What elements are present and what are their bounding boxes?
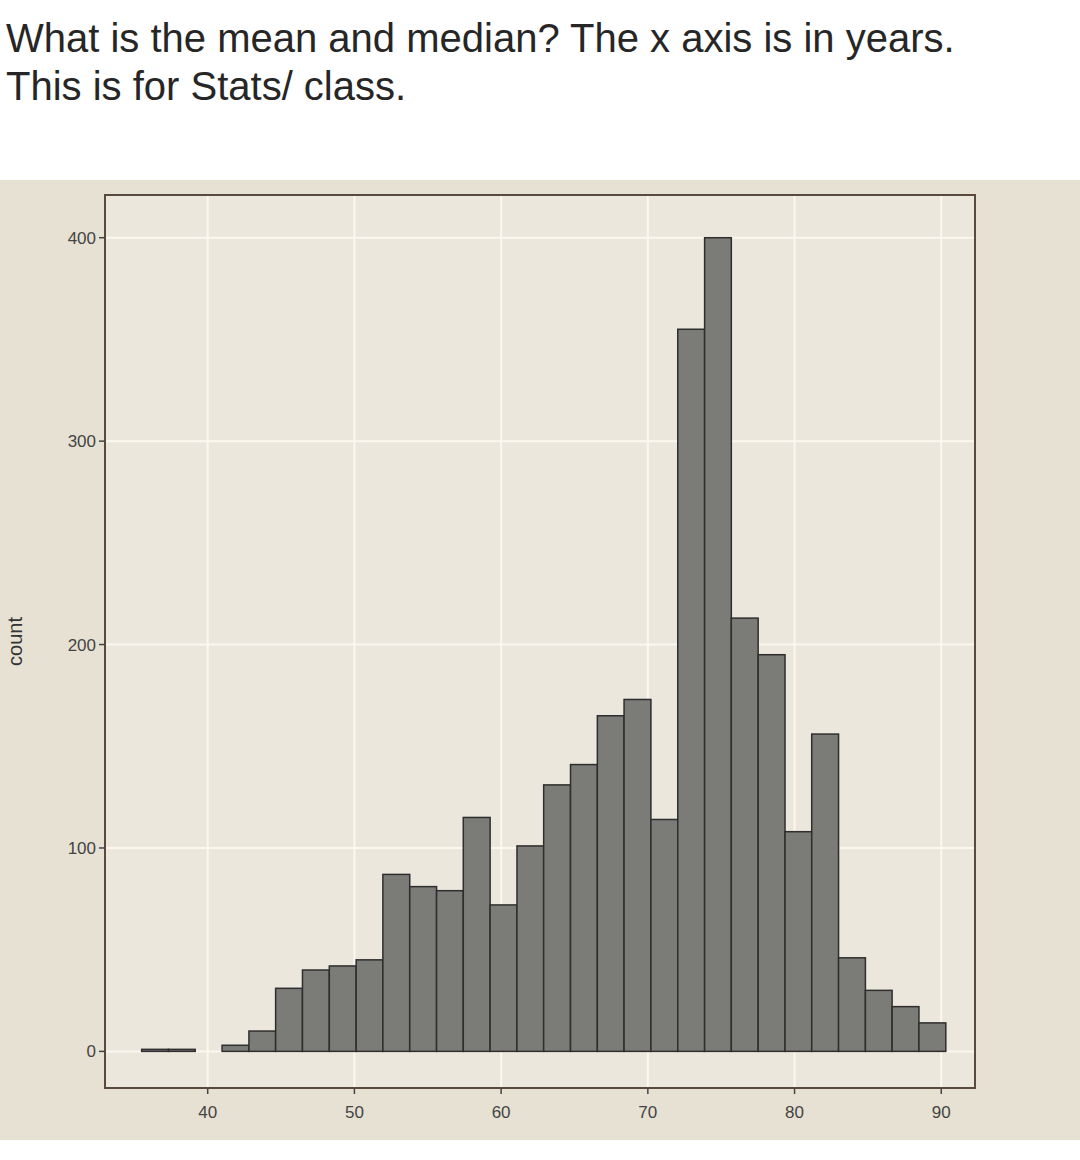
histogram-bar xyxy=(383,874,410,1051)
x-grid-line xyxy=(207,195,209,1088)
x-tick-label: 80 xyxy=(785,1103,804,1122)
x-tick xyxy=(647,1088,649,1094)
histogram-bar xyxy=(812,734,839,1051)
y-tick-label: 100 xyxy=(68,839,96,858)
axes: 0 100 200 300 400 40 50 60 70 80 90 count xyxy=(4,229,951,1122)
histogram-bar xyxy=(678,329,705,1051)
bars xyxy=(142,238,946,1052)
x-tick-label: 90 xyxy=(932,1103,951,1122)
histogram-bar xyxy=(865,990,892,1051)
x-tick xyxy=(794,1088,796,1094)
y-tick xyxy=(99,1051,105,1053)
x-tick xyxy=(941,1088,943,1094)
histogram-bar xyxy=(437,891,464,1052)
histogram-bar xyxy=(329,966,356,1051)
y-tick-label: 400 xyxy=(68,229,96,248)
plot-panel xyxy=(105,195,975,1088)
histogram-bar xyxy=(785,832,812,1052)
histogram-bar xyxy=(356,960,383,1052)
x-tick-label: 60 xyxy=(492,1103,511,1122)
y-tick xyxy=(99,644,105,646)
chart: 0 100 200 300 400 40 50 60 70 80 90 count xyxy=(0,0,1080,1160)
histogram-bar xyxy=(571,765,598,1052)
plot-frame xyxy=(105,195,975,1088)
y-grid-line xyxy=(105,644,975,646)
histogram-bar xyxy=(597,716,624,1052)
histogram-bar xyxy=(544,785,571,1051)
x-tick-label: 70 xyxy=(638,1103,657,1122)
x-tick xyxy=(500,1088,502,1094)
histogram-bar xyxy=(517,846,544,1051)
histogram-bar xyxy=(142,1049,169,1051)
y-axis-label: count xyxy=(4,617,26,666)
histogram-bar xyxy=(758,655,785,1052)
histogram-bar xyxy=(302,970,329,1051)
x-tick xyxy=(207,1088,209,1094)
histogram-bar xyxy=(463,817,490,1051)
histogram-bar xyxy=(705,238,732,1052)
x-tick-label: 40 xyxy=(198,1103,217,1122)
histogram-bar xyxy=(624,699,651,1051)
y-tick-label: 0 xyxy=(87,1042,96,1061)
histogram-bar xyxy=(892,1007,919,1052)
y-tick-label: 200 xyxy=(68,636,96,655)
x-tick-label: 50 xyxy=(345,1103,364,1122)
y-tick xyxy=(99,440,105,442)
histogram-bar xyxy=(919,1023,946,1051)
histogram-bar xyxy=(276,988,303,1051)
histogram-bar xyxy=(731,618,758,1051)
histogram-bar xyxy=(195,1051,222,1053)
grid xyxy=(105,195,975,1088)
y-grid-line xyxy=(105,237,975,239)
x-tick xyxy=(354,1088,356,1094)
y-tick xyxy=(99,237,105,239)
histogram-bar xyxy=(490,905,517,1051)
histogram-bar xyxy=(410,887,437,1052)
y-grid-line xyxy=(105,440,975,442)
histogram-bar xyxy=(651,819,678,1051)
histogram-bar xyxy=(169,1049,196,1051)
question-text: What is the mean and median? The x axis … xyxy=(6,14,1006,110)
y-tick-label: 300 xyxy=(68,432,96,451)
histogram-bar xyxy=(249,1031,276,1051)
x-grid-line xyxy=(353,195,355,1088)
x-grid-line xyxy=(940,195,942,1088)
histogram-bar xyxy=(839,958,866,1052)
histogram-bar xyxy=(222,1045,249,1051)
y-tick xyxy=(99,847,105,849)
